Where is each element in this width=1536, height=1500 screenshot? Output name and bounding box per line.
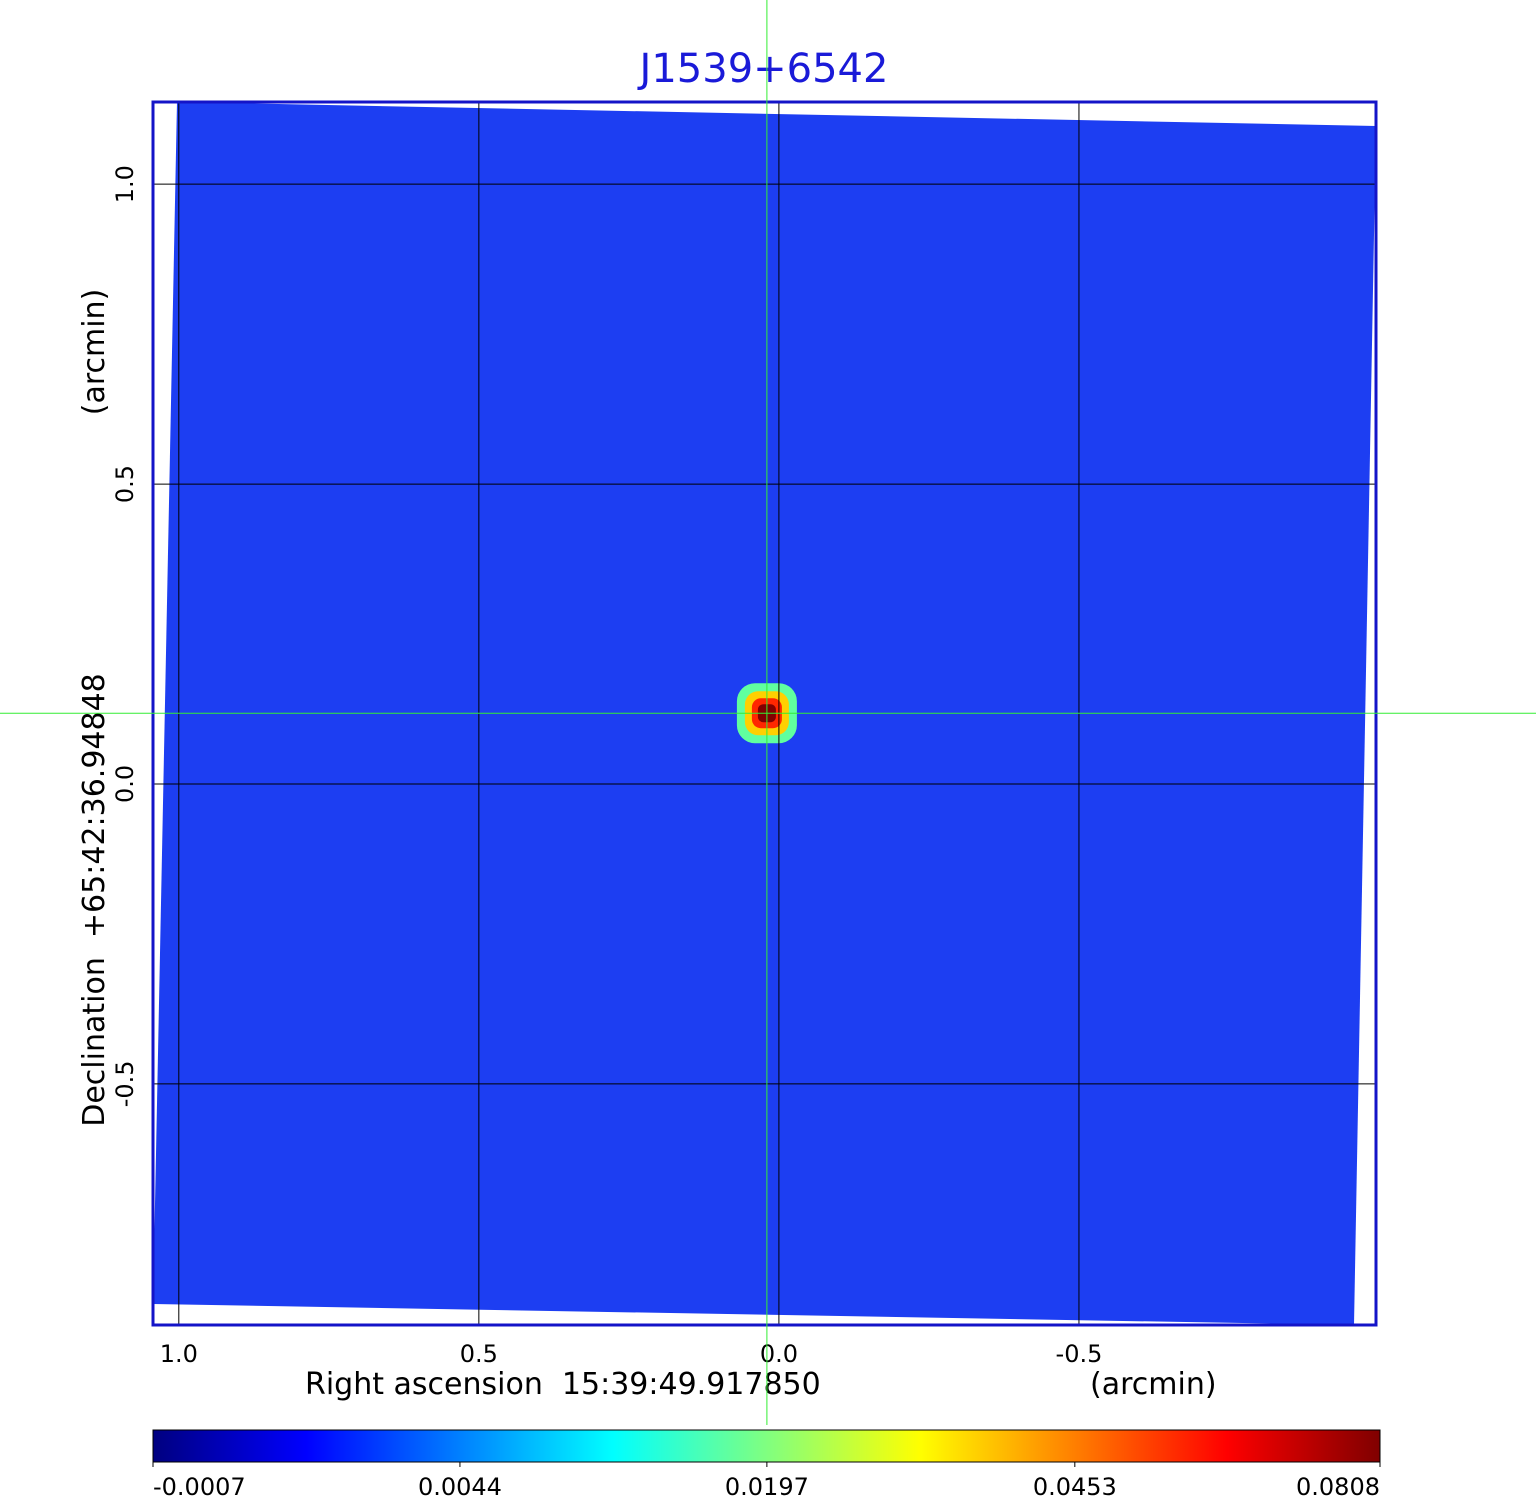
x-tick-label: 1.0 <box>160 1340 198 1368</box>
colorbar-tick-label: 0.0044 <box>418 1473 502 1500</box>
y-axis-label: Declination +65:42:36.94848 <box>77 673 112 1127</box>
y-axis-unit: (arcmin) <box>77 289 112 416</box>
colorbar-tick-label: 0.0453 <box>1033 1473 1117 1500</box>
y-tick-label: 0.5 <box>111 465 139 503</box>
colorbar-tick-label: -0.0007 <box>153 1473 246 1500</box>
colorbar-tick-label: 0.0197 <box>725 1473 809 1500</box>
y-tick-label: -0.5 <box>111 1060 139 1107</box>
x-axis-unit: (arcmin) <box>1090 1367 1217 1402</box>
y-tick-label: 0.0 <box>111 765 139 803</box>
x-axis-label: Right ascension 15:39:49.917850 <box>305 1367 821 1402</box>
x-tick-label: -0.5 <box>1056 1340 1103 1368</box>
x-tick-label: 0.5 <box>460 1340 498 1368</box>
x-tick-label: 0.0 <box>760 1340 798 1368</box>
chart-title: J1539+6542 <box>637 46 889 92</box>
colorbar-tick-label: 0.0808 <box>1296 1473 1380 1500</box>
colorbar <box>152 1429 1381 1463</box>
y-tick-label: 1.0 <box>111 165 139 203</box>
